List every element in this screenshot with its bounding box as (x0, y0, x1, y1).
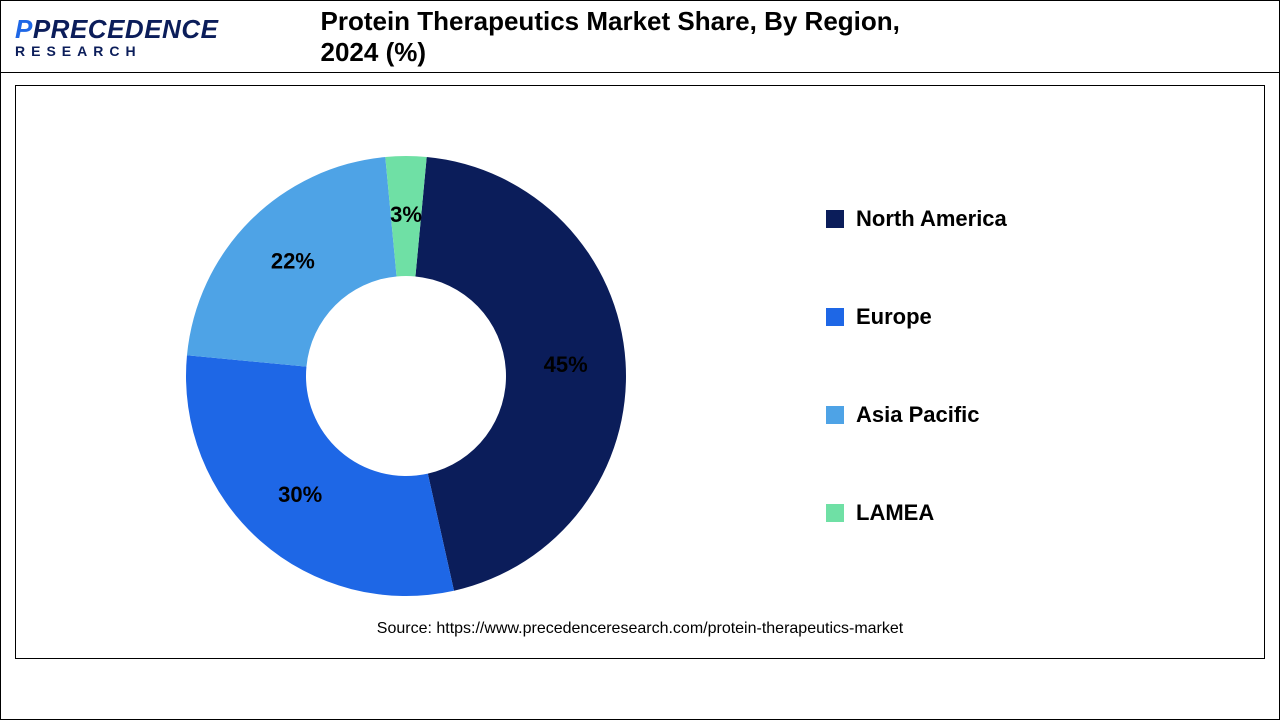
page-frame: PPRECEDENCE RESEARCH Protein Therapeutic… (0, 0, 1280, 720)
chart-panel: 45% 30% 22% 3% North America Europe Asia Paci… (15, 85, 1265, 659)
legend-label: North America (856, 206, 1007, 232)
header: PPRECEDENCE RESEARCH Protein Therapeutic… (1, 1, 1279, 73)
source-text: Source: https://www.precedenceresearch.c… (16, 620, 1264, 638)
legend-item: LAMEA (826, 500, 1007, 526)
logo-upper-text: PRECEDENCE (33, 14, 219, 44)
legend: North America Europe Asia Pacific LAMEA (826, 206, 1007, 526)
slice-label: 22% (271, 249, 315, 274)
legend-swatch (826, 504, 844, 522)
legend-swatch (826, 308, 844, 326)
slice-label: 30% (278, 482, 322, 507)
slice-label: 3% (390, 202, 422, 227)
legend-swatch (826, 406, 844, 424)
brand-logo: PPRECEDENCE RESEARCH (15, 16, 218, 58)
legend-item: Asia Pacific (826, 402, 1007, 428)
slice-label: 45% (544, 352, 588, 377)
donut-chart: 45% 30% 22% 3% (116, 116, 696, 636)
pie-slice (186, 355, 454, 596)
legend-label: LAMEA (856, 500, 934, 526)
chart-title: Protein Therapeutics Market Share, By Re… (321, 6, 960, 68)
legend-item: Europe (826, 304, 1007, 330)
logo-wordmark: PPRECEDENCE (15, 16, 218, 42)
pie-slice (415, 157, 626, 591)
legend-label: Asia Pacific (856, 402, 980, 428)
legend-item: North America (826, 206, 1007, 232)
logo-lower-text: RESEARCH (15, 44, 218, 58)
legend-swatch (826, 210, 844, 228)
legend-label: Europe (856, 304, 932, 330)
